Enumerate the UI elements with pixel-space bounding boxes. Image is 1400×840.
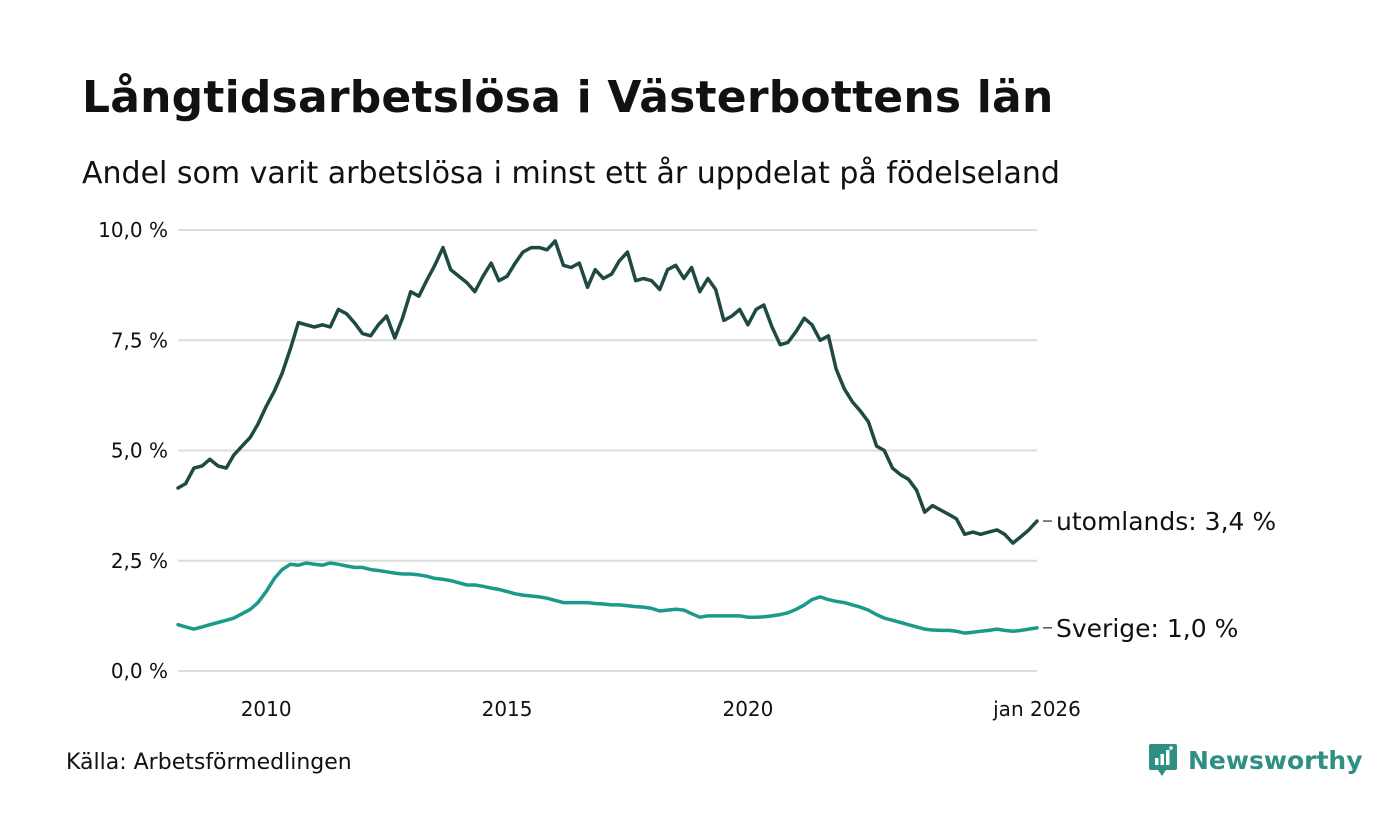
page-title: Långtidsarbetslösa i Västerbottens län [82,72,1054,123]
series-line-utomlands [176,239,1039,545]
y-tick-label-0: 0,0 % [111,659,168,683]
brand-logo[interactable]: Newsworthy [1148,742,1363,778]
y-tick-label-1: 2,5 % [111,549,168,573]
end-label-sverige: Sverige: 1,0 % [1056,614,1238,643]
y-tick-label-3: 7,5 % [111,328,168,352]
series-line-sverige [176,561,1039,635]
x-axis-ticks: 2010 2015 2020 jan 2026 [241,697,1081,721]
y-tick-label-4: 10,0 % [98,218,168,242]
y-axis-ticks: 0,0 % 2,5 % 5,0 % 7,5 % 10,0 % [98,218,168,683]
x-tick-label-0: 2010 [241,697,292,721]
grid-lines [178,229,1037,672]
page-subtitle: Andel som varit arbetslösa i minst ett å… [82,156,1060,191]
y-tick-label-2: 5,0 % [111,439,168,463]
series-end-labels: utomlands: 3,4 % Sverige: 1,0 % [1043,507,1276,643]
source-note: Källa: Arbetsförmedlingen [66,750,352,775]
x-tick-label-3: jan 2026 [992,697,1081,721]
x-tick-label-2: 2020 [722,697,773,721]
x-tick-label-1: 2015 [482,697,533,721]
brand-name: Newsworthy [1188,745,1363,775]
newsworthy-icon [1149,744,1177,776]
end-label-utomlands: utomlands: 3,4 % [1056,507,1276,536]
series-lines [176,239,1039,635]
